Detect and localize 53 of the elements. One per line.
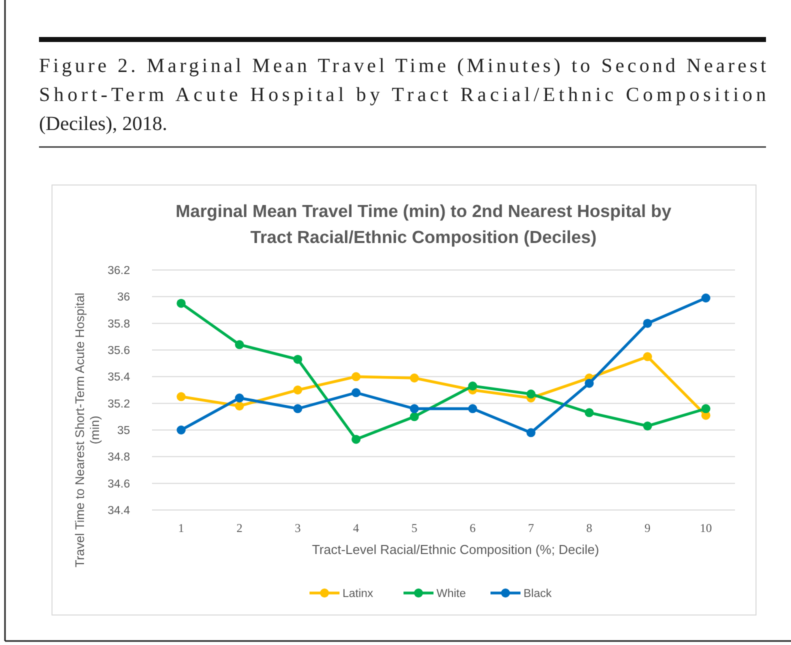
x-tick-label: 4 xyxy=(353,521,360,535)
chart-title: Marginal Mean Travel Time (min) to 2nd Nearest Hospital by Tract Racial/Ethnic Composition (Deciles) xyxy=(176,201,672,247)
x-tick-label: 3 xyxy=(294,521,301,535)
point xyxy=(584,378,594,388)
y-tick-label: 36.2 xyxy=(108,265,130,278)
x-tick-label: 6 xyxy=(470,521,476,535)
point xyxy=(352,372,361,382)
point xyxy=(176,298,186,308)
y-tick-label: 36 xyxy=(117,292,130,304)
point xyxy=(526,428,536,438)
point xyxy=(643,422,652,430)
legend-label: Latinx xyxy=(342,588,374,600)
x-tick-label: 1 xyxy=(178,521,184,535)
x-axis-title: Tract-Level Racial/Ethnic Composition (%; Decile) xyxy=(312,542,600,557)
point xyxy=(352,388,361,398)
point xyxy=(234,340,244,350)
point xyxy=(701,294,710,302)
x-tick-label: 9 xyxy=(644,521,651,535)
point xyxy=(293,354,302,364)
y-axis-title: Travel Time to Nearest Short-Term Acute Hospital (min) xyxy=(73,292,102,568)
x-tick-label: 5 xyxy=(411,521,418,535)
x-tick-label: 7 xyxy=(528,521,534,535)
y-tick-label: 35.4 xyxy=(108,372,131,384)
point xyxy=(410,412,419,422)
point xyxy=(468,382,478,390)
point xyxy=(643,352,652,362)
caption: Figure 2. Marginal Mean Travel Time (Minutes) to Second Nearest Short-Term Acute Hospital by Tract Racial/Ethnic Composition (Deciles), 2018. xyxy=(39,55,766,135)
y-tick-label: 35.2 xyxy=(108,398,130,410)
y-tick-label: 35.8 xyxy=(108,318,130,330)
point xyxy=(234,402,244,410)
x-tick-label: 10 xyxy=(700,521,712,535)
legend-label: White xyxy=(436,588,466,600)
y-tick-label: 35 xyxy=(117,425,130,438)
y-tick-label: 35.6 xyxy=(108,345,130,358)
y-tick-label: 34.6 xyxy=(108,478,130,490)
x-tick-label: 2 xyxy=(236,521,242,535)
point xyxy=(293,386,302,394)
y-tick-label: 34.4 xyxy=(108,505,131,518)
x-tick-label: 8 xyxy=(586,521,592,535)
point xyxy=(352,434,361,444)
point xyxy=(410,404,419,414)
point xyxy=(468,404,478,414)
point xyxy=(293,404,302,414)
legend-label: Black xyxy=(524,588,552,600)
point xyxy=(176,426,186,434)
point xyxy=(584,408,594,418)
y-tick-label: 34.8 xyxy=(108,452,130,464)
point xyxy=(701,404,710,414)
point xyxy=(410,374,419,382)
point xyxy=(176,392,186,402)
point xyxy=(234,394,244,402)
point xyxy=(526,390,536,398)
point xyxy=(643,318,652,328)
